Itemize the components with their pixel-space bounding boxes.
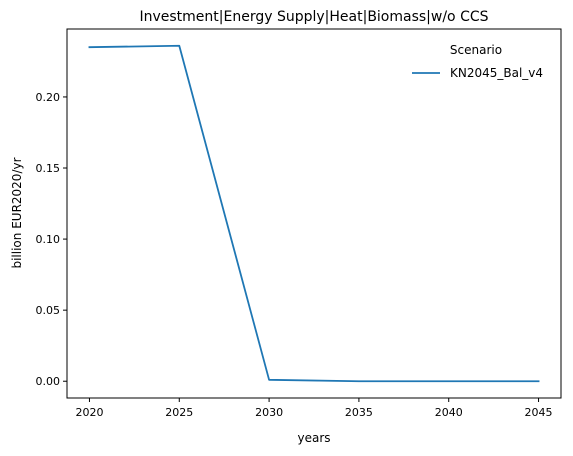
x-tick-label: 2020: [75, 406, 103, 419]
y-tick-label: 0.20: [36, 91, 61, 104]
y-axis-label: billion EUR2020/yr: [10, 157, 24, 268]
legend: Scenario KN2045_Bal_v4: [412, 43, 543, 80]
y-tick-label: 0.10: [36, 233, 61, 246]
x-tick-label: 2025: [165, 406, 193, 419]
y-tick-label: 0.15: [36, 162, 61, 175]
series-layer: [88, 44, 540, 383]
x-tick-label: 2045: [525, 406, 553, 419]
series-line-0: [88, 44, 540, 383]
x-axis: 2020 2025 2030 2035 2040 2045: [75, 398, 553, 419]
x-axis-label: years: [297, 431, 330, 445]
x-tick-label: 2030: [255, 406, 283, 419]
legend-series-label: KN2045_Bal_v4: [450, 66, 543, 80]
x-tick-label: 2040: [435, 406, 463, 419]
x-tick-label: 2035: [345, 406, 373, 419]
y-axis: 0.00 0.05 0.10 0.15 0.20: [36, 91, 67, 388]
y-tick-label: 0.05: [36, 304, 61, 317]
legend-title: Scenario: [450, 43, 502, 57]
y-tick-label: 0.00: [36, 375, 61, 388]
plot-frame: [66, 28, 562, 399]
chart-title: Investment|Energy Supply|Heat|Biomass|w/…: [139, 9, 488, 25]
plot-area: 2020 2025 2030 2035 2040 2045 0.00 0.05 0.10 0.1…: [36, 28, 562, 419]
